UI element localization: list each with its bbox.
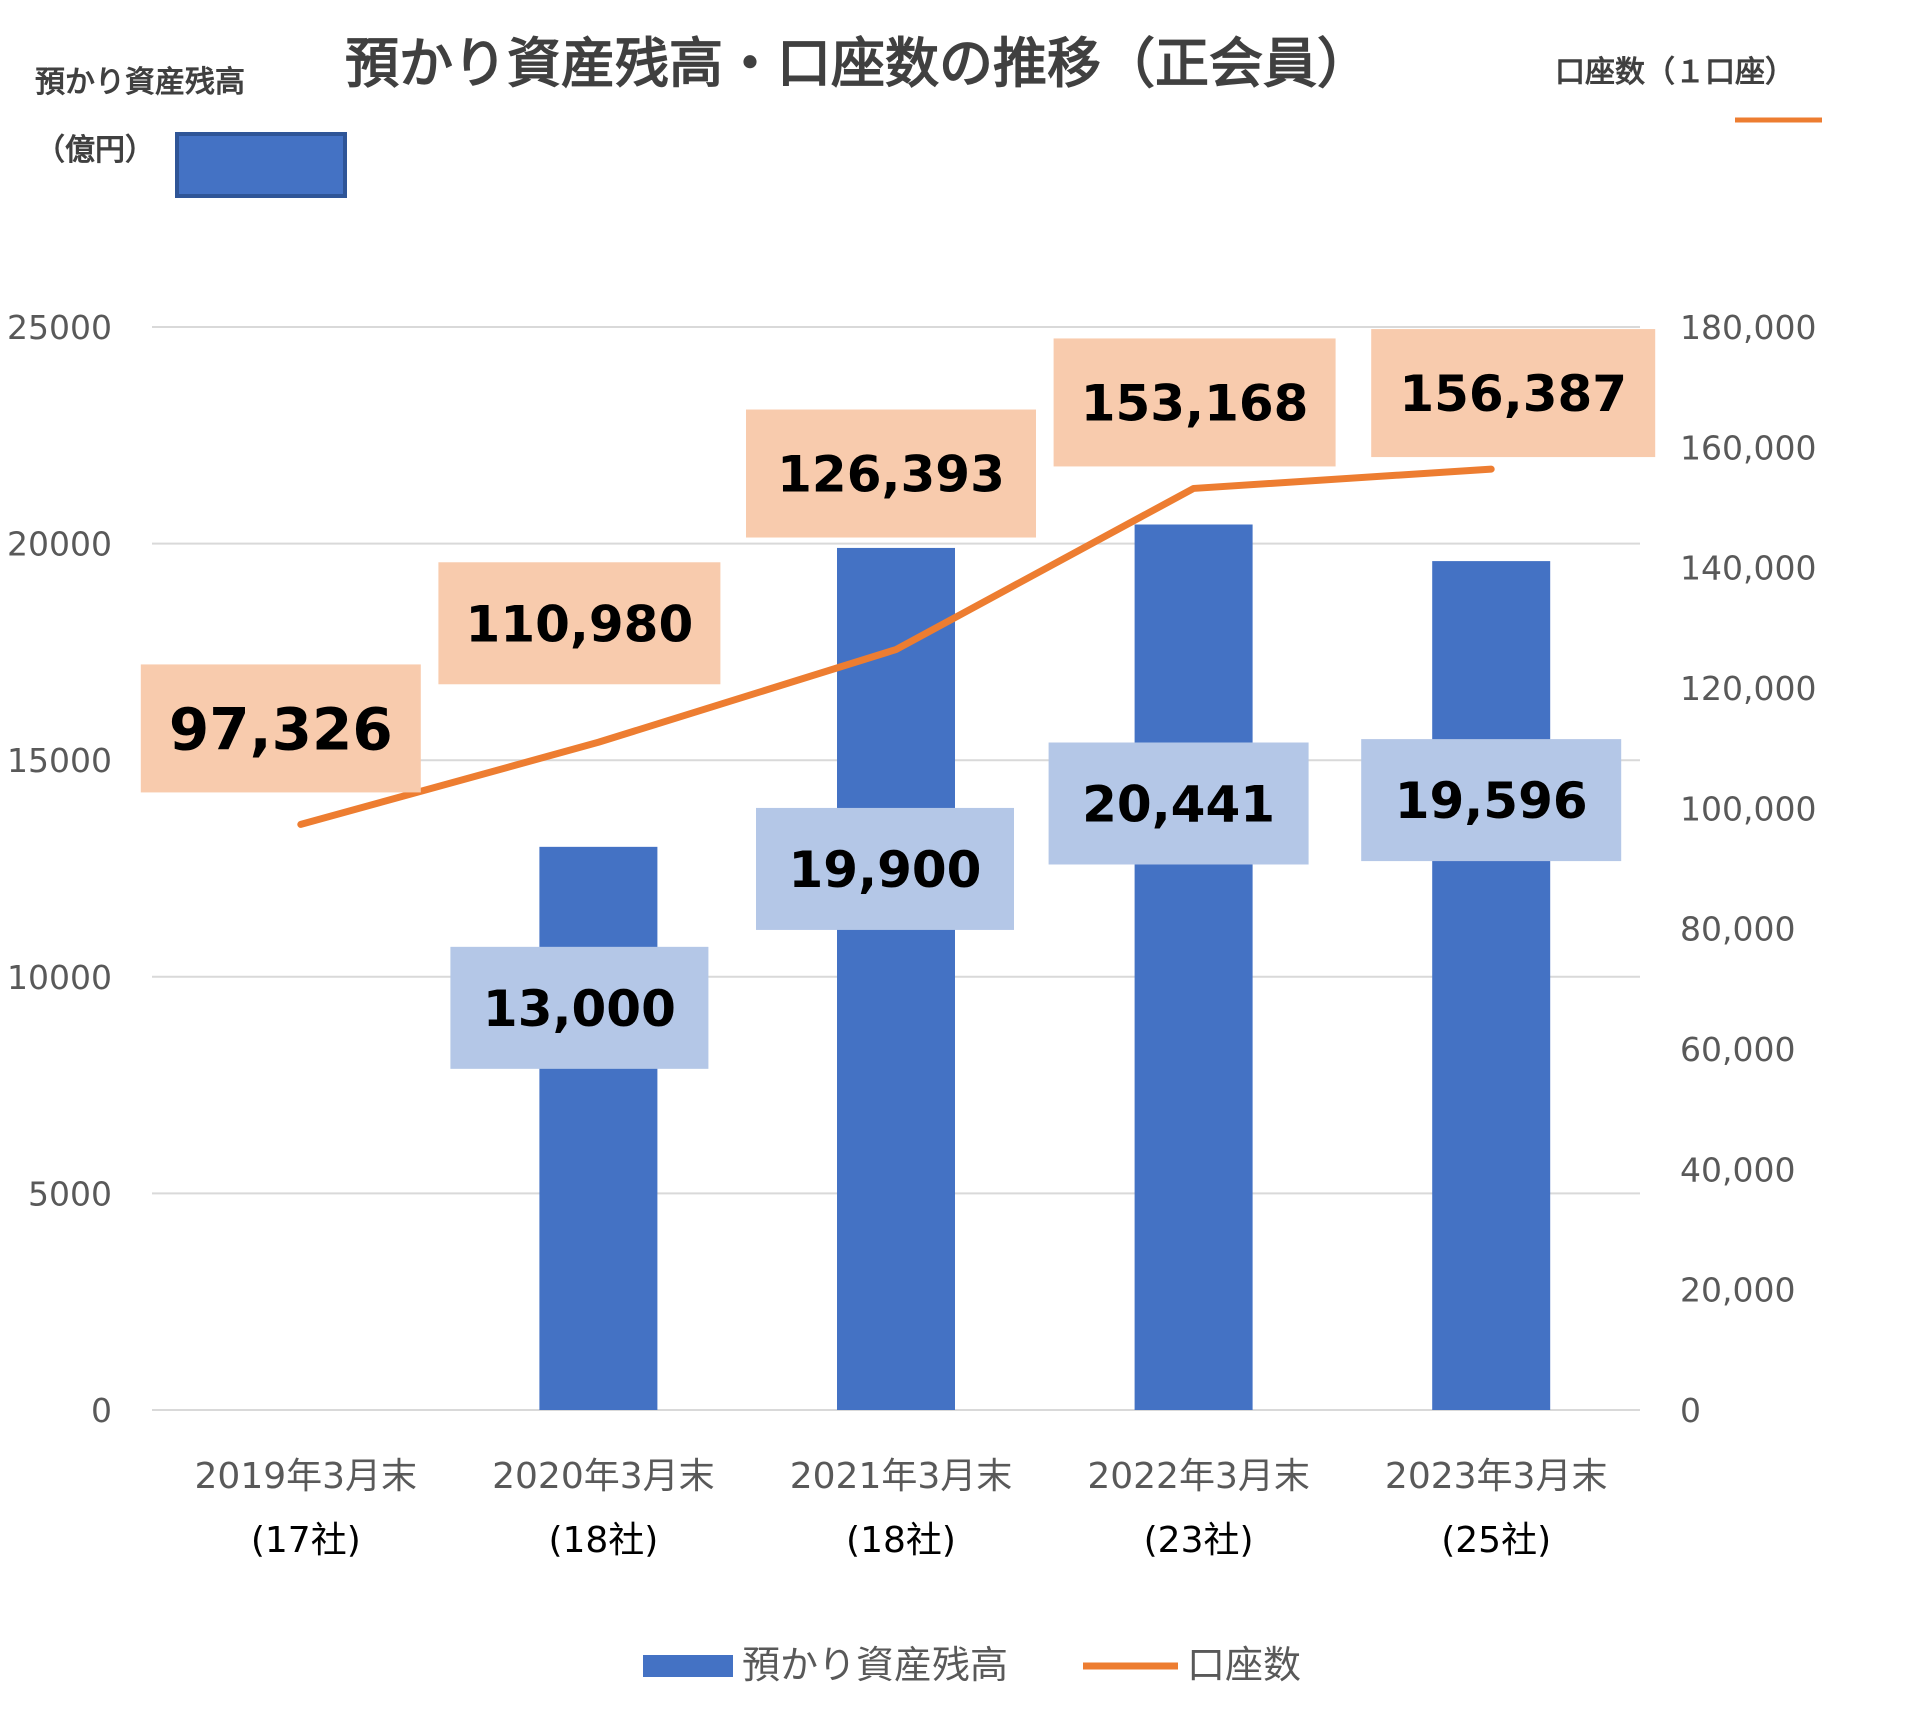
x-tick-label: 2022年3月末 bbox=[1087, 1456, 1310, 1497]
bar bbox=[1134, 524, 1253, 1410]
bar-series bbox=[539, 524, 1551, 1410]
chart-title: 預かり資産残高・口座数の推移（正会員） bbox=[345, 32, 1371, 95]
bar bbox=[1432, 561, 1551, 1410]
left-axis-label-line1: 預かり資産残高 bbox=[35, 65, 245, 100]
right-tick-label: 100,000 bbox=[1680, 789, 1816, 828]
x-tick-label: 2023年3月末 bbox=[1385, 1456, 1608, 1497]
right-tick-label: 40,000 bbox=[1680, 1150, 1795, 1189]
line-data-label-text: 153,168 bbox=[1081, 374, 1309, 432]
x-tick-sublabel: (17社) bbox=[251, 1520, 361, 1561]
data-labels: 97,326 110,980 126,393 153,168 156,387 13,000… bbox=[140, 329, 1656, 1069]
x-tick-label: 2019年3月末 bbox=[195, 1456, 418, 1497]
legend-line-label: 口座数 bbox=[1187, 1643, 1301, 1687]
bar-data-label-bg bbox=[450, 946, 709, 1069]
bar bbox=[837, 547, 955, 1410]
x-tick-sublabel: (18社) bbox=[548, 1520, 658, 1561]
line-data-label: 97,326 bbox=[140, 664, 421, 793]
bar-data-label: 19,596 bbox=[1361, 739, 1622, 862]
left-tick-label: 15000 bbox=[7, 741, 112, 780]
left-tick-label: 25000 bbox=[7, 308, 112, 347]
line-data-label: 110,980 bbox=[438, 562, 721, 685]
legend: 預かり資産残高 口座数 bbox=[643, 1643, 1301, 1687]
right-tick-label: 60,000 bbox=[1680, 1030, 1795, 1069]
left-axis-label-line2: （億円） bbox=[35, 133, 155, 168]
line-data-label-bg bbox=[1371, 329, 1656, 458]
bar-data-label-bg bbox=[1048, 742, 1309, 865]
bar-data-label: 19,900 bbox=[756, 807, 1014, 930]
line-data-label-text: 97,326 bbox=[169, 695, 393, 763]
right-tick-label: 80,000 bbox=[1680, 910, 1795, 949]
line-data-label-bg bbox=[1053, 338, 1336, 467]
line-data-label-text: 110,980 bbox=[466, 595, 694, 653]
line-data-label-text: 156,387 bbox=[1399, 365, 1627, 423]
bar-data-label-text: 20,441 bbox=[1082, 775, 1275, 833]
left-tick-label: 20000 bbox=[7, 525, 112, 564]
bar-data-label-bg bbox=[1361, 739, 1622, 862]
line-data-label-bg bbox=[140, 664, 421, 793]
line-data-label: 153,168 bbox=[1053, 338, 1336, 467]
left-tick-label: 10000 bbox=[7, 958, 112, 997]
line-data-label-bg bbox=[438, 562, 721, 685]
right-tick-label: 20,000 bbox=[1680, 1271, 1795, 1310]
bar-data-label-text: 19,596 bbox=[1395, 772, 1588, 830]
bar bbox=[539, 846, 658, 1410]
x-tick-label: 2021年3月末 bbox=[790, 1456, 1013, 1497]
right-axis-label: 口座数（１口座） bbox=[1555, 55, 1795, 90]
line-data-label-text: 126,393 bbox=[777, 446, 1005, 504]
line-series bbox=[297, 465, 1495, 828]
bar-data-label-text: 19,900 bbox=[789, 841, 982, 899]
left-tick-label: 5000 bbox=[28, 1174, 112, 1213]
x-tick-sublabel: (23社) bbox=[1144, 1520, 1254, 1561]
line-data-label-bg bbox=[746, 409, 1036, 538]
bar-data-label: 13,000 bbox=[450, 946, 709, 1069]
right-tick-label: 160,000 bbox=[1680, 428, 1816, 467]
left-axis-legend-swatch bbox=[175, 132, 347, 198]
line-series-path bbox=[297, 465, 1495, 828]
line-data-label: 126,393 bbox=[746, 409, 1036, 538]
left-tick-label: 0 bbox=[91, 1391, 112, 1430]
legend-bar-label: 預かり資産残高 bbox=[742, 1643, 1008, 1687]
right-tick-label: 120,000 bbox=[1680, 669, 1816, 708]
right-tick-label: 180,000 bbox=[1680, 308, 1816, 347]
x-axis-labels: 2019年3月末 (17社) 2020年3月末 (18社) 2021年3月末 (18社) 2… bbox=[195, 1456, 1608, 1561]
x-tick-sublabel: (25社) bbox=[1441, 1520, 1551, 1561]
right-tick-label: 140,000 bbox=[1680, 549, 1816, 588]
bar-data-label-text: 13,000 bbox=[483, 980, 676, 1038]
x-tick-label: 2020年3月末 bbox=[492, 1456, 715, 1497]
right-axis-ticks: 0 20,000 40,000 60,000 80,000 100,000 120,000 1… bbox=[1680, 308, 1816, 1430]
legend-bar-swatch bbox=[643, 1655, 733, 1677]
bar-data-label-bg bbox=[756, 807, 1014, 930]
right-tick-label: 0 bbox=[1680, 1391, 1701, 1430]
line-data-label: 156,387 bbox=[1371, 329, 1656, 458]
x-tick-sublabel: (18社) bbox=[846, 1520, 956, 1561]
bar-data-label: 20,441 bbox=[1048, 742, 1309, 865]
left-axis-ticks: 0 5000 10000 15000 20000 25000 bbox=[7, 308, 112, 1430]
